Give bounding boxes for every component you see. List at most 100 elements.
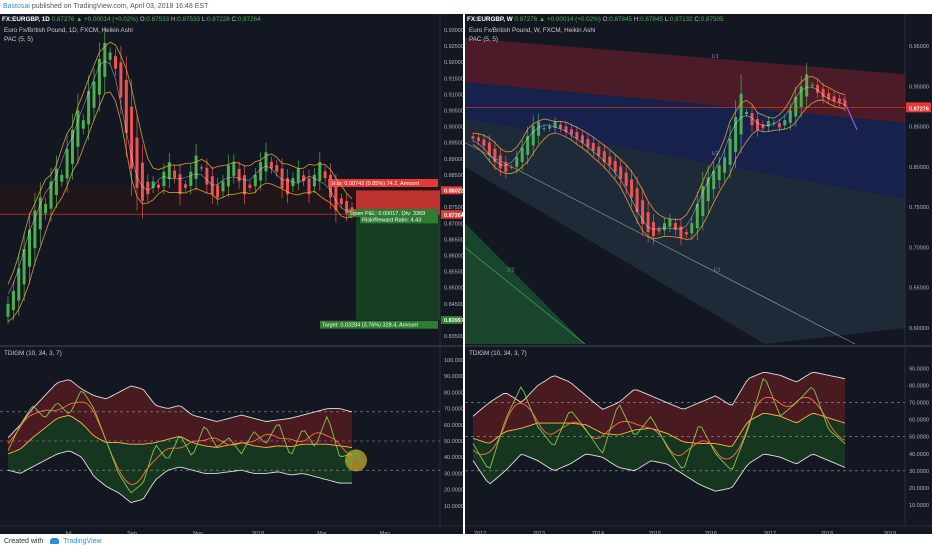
undefined-candle [157, 184, 160, 188]
undefined-candle [553, 121, 557, 128]
tradingview-cloud-icon [50, 538, 60, 545]
undefined-candle [162, 171, 166, 187]
left-stop-label-bg [328, 179, 438, 187]
undefined-candle [44, 203, 48, 214]
undefined-candle [302, 175, 306, 182]
undefined-candle [221, 181, 225, 192]
tradingview-brand-link[interactable]: TradingView [63, 538, 102, 545]
undefined-osc-tick: 100.0000 [444, 358, 463, 364]
undefined-candle [135, 137, 139, 188]
undefined-osc-tick: 70.0000 [909, 401, 929, 407]
undefined-candle [608, 156, 612, 166]
undefined-osc-rsi-line [7, 390, 353, 494]
undefined-candle [717, 165, 721, 181]
undefined-candle [537, 121, 541, 136]
daily-symbol[interactable]: FX:EURGBP, 1D [2, 16, 50, 23]
undefined-pac-mid-line [7, 60, 353, 295]
undefined-price-tick: 0.89500 [444, 141, 463, 147]
undefined-candle [630, 179, 634, 198]
undefined-price-tick: 0.85000 [444, 286, 463, 292]
weekly-chart-panel[interactable]: 2/2 1/1 1/2 1/1 0.95000 0.90000 0.85000 0.80000… [464, 14, 932, 537]
undefined-candle [11, 290, 15, 311]
undefined-candle [130, 106, 134, 169]
weekly-chart-svg[interactable]: 2/2 1/1 1/2 1/1 0.95000 0.90000 0.85000 0.80000… [464, 14, 932, 537]
undefined-price-tick: 0.91500 [444, 76, 463, 82]
undefined-osc-tick: 50.0000 [909, 435, 929, 441]
undefined-osc-tick: 20.0000 [909, 486, 929, 492]
undefined-candle [318, 162, 322, 181]
undefined-candle [602, 151, 606, 162]
undefined-candle [559, 124, 562, 129]
undefined-price-tick: 0.89000 [444, 157, 463, 163]
weekly-symbol[interactable]: FX:EURGBP, W [467, 16, 513, 23]
left-stop-zone [356, 190, 440, 215]
undefined-candle [286, 178, 289, 195]
undefined-price-tag-bg [441, 186, 462, 195]
daily-pac-label: PAC (5, 5) [4, 36, 33, 43]
undefined-candle [756, 119, 759, 130]
daily-chart-panel[interactable]: Stop: 0.00742 (0.85%) 74.2, Amount Open P… [0, 14, 467, 537]
left-target-label-bg [320, 320, 438, 329]
undefined-price-tick: 0.88500 [444, 173, 463, 179]
daily-c-label: C: [231, 16, 238, 23]
undefined-price-tag-bg [906, 104, 931, 113]
undefined-candle [821, 88, 825, 98]
undefined-candle [87, 91, 91, 125]
author-link[interactable]: Bastosai [3, 3, 30, 10]
weekly-last: 0.87276 [514, 16, 538, 23]
undefined-candle [114, 56, 117, 69]
daily-low: 0.87228 [207, 16, 230, 23]
undefined-price-tag: 0.83997 [444, 318, 463, 324]
undefined-candle [259, 162, 263, 181]
undefined-candle [307, 178, 311, 195]
undefined-candle [657, 229, 661, 232]
undefined-candle [38, 197, 42, 230]
undefined-candle [6, 303, 10, 317]
undefined-candle [103, 42, 107, 77]
right-fan-line-green [464, 247, 586, 345]
undefined-candle [646, 212, 650, 233]
undefined-osc-upper-line [7, 379, 353, 439]
weekly-l-label: L: [664, 16, 670, 23]
undefined-candle [275, 165, 279, 172]
undefined-candle [167, 162, 171, 179]
daily-close: 0.87264 [237, 16, 261, 23]
undefined-candle [613, 160, 617, 172]
undefined-price-tick: 0.83500 [444, 334, 463, 340]
undefined-candle [81, 120, 85, 129]
daily-h-label: H: [170, 16, 178, 23]
undefined-pac-lower-line [472, 99, 846, 241]
undefined-candle [28, 229, 31, 267]
undefined-candle [624, 172, 628, 187]
undefined-price-tick: 0.65000 [909, 286, 929, 292]
right-blue-channel [465, 82, 905, 200]
undefined-pac-mid-line [472, 86, 846, 230]
undefined-candle [663, 223, 666, 231]
undefined-candle [482, 139, 486, 146]
undefined-candle [761, 124, 765, 129]
undefined-candle [641, 200, 645, 224]
undefined-price-tick: 0.60000 [909, 326, 929, 332]
undefined-candle [493, 148, 497, 162]
undefined-candle [816, 85, 820, 93]
undefined-pac-upper-line [7, 41, 353, 285]
undefined-candle [205, 167, 209, 185]
daily-l-label: L: [201, 16, 208, 23]
undefined-price-tick: 0.80000 [909, 165, 929, 171]
weekly-instrument: Euro Fx/British Pound, W, FXCM, Heikin A… [469, 27, 596, 34]
daily-chart-svg[interactable]: Stop: 0.00742 (0.85%) 74.2, Amount Open P… [0, 14, 467, 537]
undefined-candle [92, 81, 96, 108]
undefined-candle [827, 93, 831, 100]
right-fan-label: 2/2 [507, 268, 515, 274]
undefined-candle [509, 166, 513, 168]
undefined-price-tick: 0.91000 [444, 92, 463, 98]
left-risk-reward-label-bg [360, 215, 438, 224]
weekly-title-line: FX:EURGBP, W 0.87276 ▲ +0.00014 (+0.02%)… [467, 14, 724, 26]
daily-high: 0.87533 [177, 16, 200, 23]
undefined-candle [194, 155, 198, 179]
weekly-high: 0.87845 [640, 16, 663, 23]
undefined-candle [745, 112, 748, 114]
left-stop-label: Stop: 0.00742 (0.85%) 74.2, Amount [330, 181, 419, 187]
left-osc-arrow-icon [349, 449, 363, 464]
undefined-candle [548, 126, 552, 129]
